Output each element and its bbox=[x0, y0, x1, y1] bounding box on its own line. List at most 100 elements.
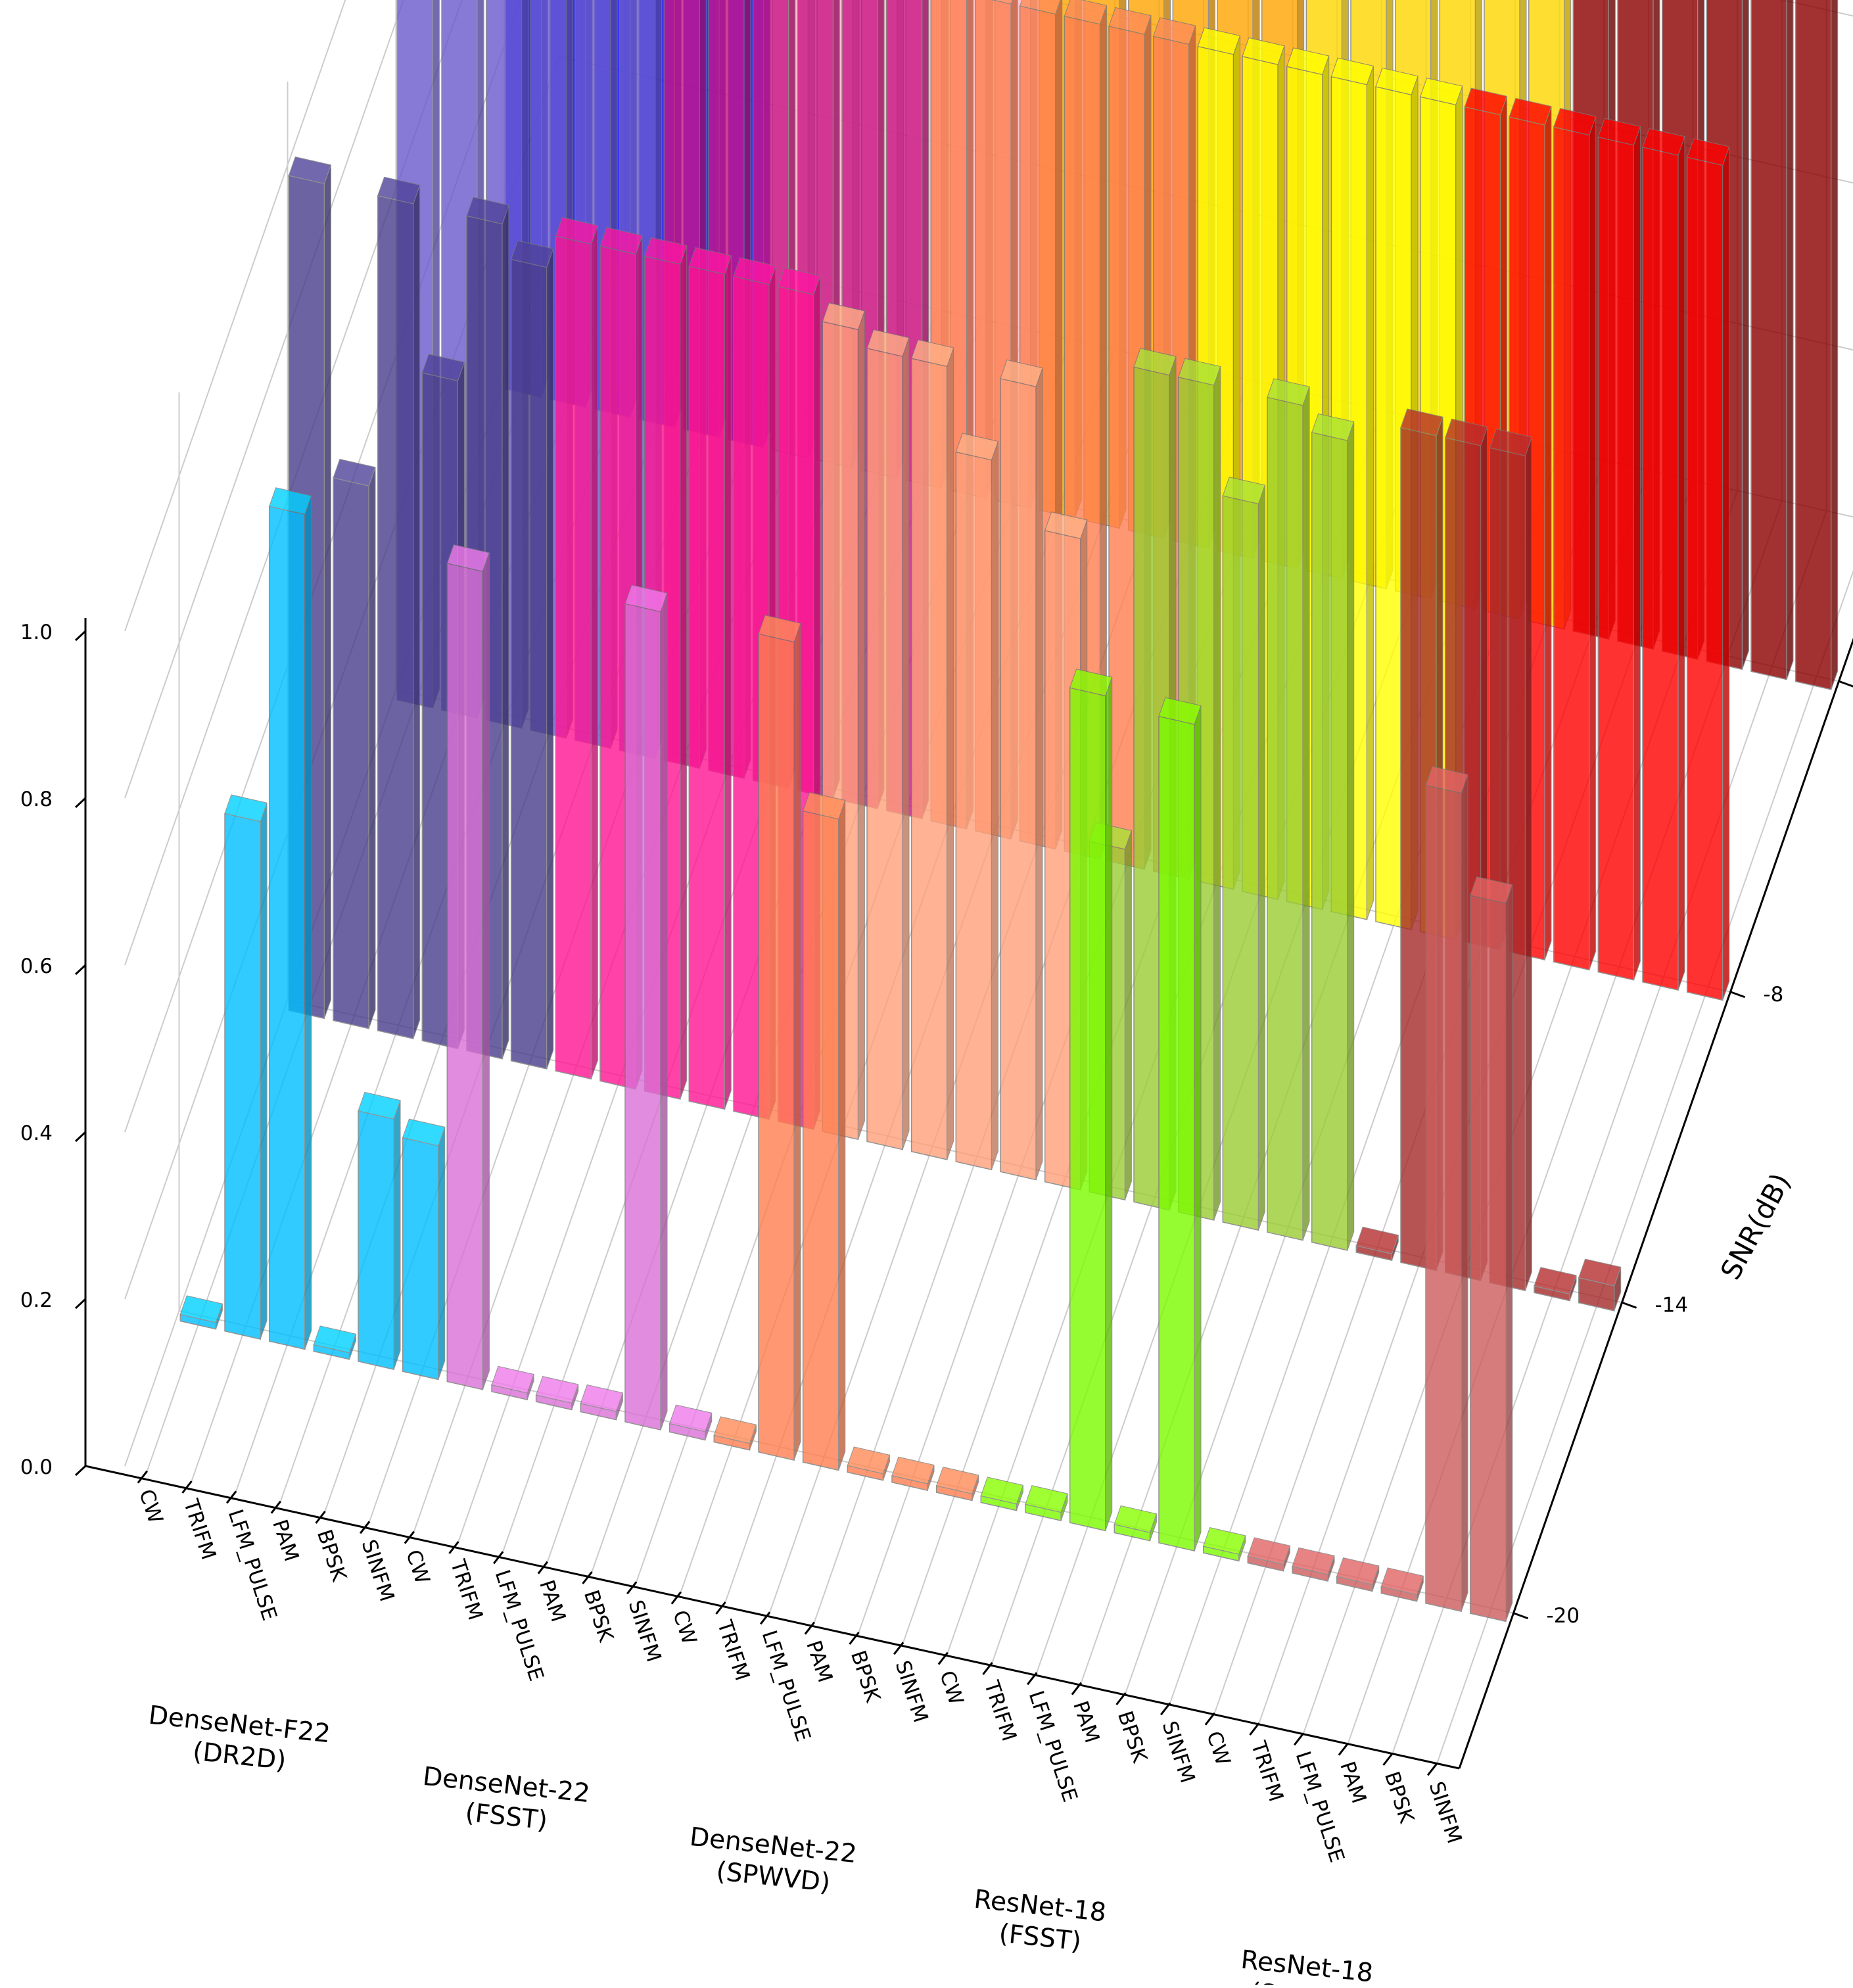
bar-side bbox=[1125, 831, 1132, 1200]
bar-face bbox=[759, 634, 794, 1460]
x-tick-label: PAM bbox=[534, 1577, 570, 1625]
z-tick bbox=[76, 631, 85, 640]
x-tick bbox=[1294, 1733, 1303, 1745]
bar-side bbox=[1526, 437, 1532, 1290]
bar--20-2-LFM_PULSE bbox=[803, 792, 845, 1470]
bar-face bbox=[1070, 688, 1106, 1530]
x-tick bbox=[1339, 1743, 1348, 1755]
bar-face bbox=[1312, 433, 1348, 1250]
z-tick bbox=[76, 1466, 85, 1475]
bar--20-1-BPSK bbox=[625, 585, 667, 1430]
bar-side bbox=[1461, 774, 1468, 1611]
x-tick-label: BPSK bbox=[579, 1587, 618, 1645]
x-tick-label: BPSK bbox=[1113, 1708, 1152, 1766]
bar-side bbox=[680, 246, 687, 1099]
x-tick-label: BPSK bbox=[846, 1647, 885, 1705]
bar-face bbox=[378, 196, 413, 1039]
x-tick-label: SINFM bbox=[357, 1537, 399, 1605]
x-tick-label: CW bbox=[935, 1668, 968, 1708]
x-tick-label: CW bbox=[134, 1486, 167, 1526]
bar-side bbox=[725, 256, 732, 1109]
y-tick bbox=[1514, 1613, 1528, 1619]
x-tick-label: SINFM bbox=[891, 1658, 933, 1726]
x-tick-label: PAM bbox=[1068, 1698, 1104, 1746]
z-tick-label: 0.8 bbox=[20, 788, 53, 811]
bar-side bbox=[1634, 126, 1641, 980]
bar-side bbox=[1545, 106, 1551, 960]
bar--20-4-SINFM bbox=[1470, 877, 1513, 1622]
z-tick bbox=[76, 798, 85, 807]
bar-face bbox=[867, 348, 903, 1150]
z-tick bbox=[76, 1132, 85, 1141]
z-tick bbox=[76, 1299, 85, 1308]
bar-face bbox=[447, 563, 482, 1390]
y-tick bbox=[1731, 992, 1745, 997]
bar--14-1-CW bbox=[555, 218, 598, 1079]
bar--8-4-BPSK bbox=[1643, 128, 1685, 990]
bar-side bbox=[839, 800, 845, 1470]
x-tick bbox=[1250, 1723, 1259, 1735]
bar-side bbox=[1678, 137, 1685, 990]
bar-face bbox=[333, 478, 369, 1029]
bar--20-0-TRIFM bbox=[225, 795, 267, 1339]
bar-face bbox=[358, 1111, 394, 1369]
x-tick-label: TRIFM bbox=[1246, 1738, 1288, 1805]
x-tick bbox=[1384, 1753, 1393, 1765]
bar-side bbox=[369, 467, 375, 1029]
bar--14-3-BPSK bbox=[1267, 379, 1309, 1241]
bar--20-3-LFM_PULSE bbox=[1070, 669, 1112, 1531]
bar-side bbox=[1589, 116, 1596, 970]
bar-side bbox=[1259, 485, 1265, 1230]
bar-side bbox=[1348, 422, 1354, 1250]
x-tick bbox=[672, 1592, 681, 1604]
bar-side bbox=[502, 205, 509, 1058]
bar--14-3-PAM bbox=[1223, 477, 1265, 1231]
bar--20-0-SINFM bbox=[403, 1119, 445, 1379]
bar-side bbox=[1194, 705, 1201, 1551]
bar-side bbox=[1036, 368, 1043, 1180]
y-tick-label: -14 bbox=[1655, 1293, 1689, 1317]
bar--14-0-SINFM bbox=[511, 241, 553, 1069]
z-tick-label: 0.4 bbox=[20, 1122, 53, 1145]
x-tick-label: PAM bbox=[1335, 1759, 1371, 1807]
bar-side bbox=[547, 248, 553, 1069]
bar-face bbox=[1598, 137, 1633, 980]
bar--8-4-LFM_PULSE bbox=[1554, 108, 1596, 970]
group-label: (FSST) bbox=[998, 1919, 1083, 1957]
bar--14-2-LFM_PULSE bbox=[912, 340, 954, 1160]
bar--14-0-LFM_PULSE bbox=[378, 177, 420, 1039]
x-tick-label: SINFM bbox=[624, 1598, 666, 1665]
bar-face bbox=[511, 259, 547, 1069]
x-tick-label: SINFM bbox=[1424, 1779, 1466, 1847]
z-tick bbox=[76, 965, 85, 974]
bar-side bbox=[438, 1127, 445, 1379]
bar--14-3-SINFM bbox=[1312, 414, 1354, 1250]
bar--20-0-BPSK bbox=[358, 1092, 400, 1369]
bar-face bbox=[225, 813, 260, 1339]
z-tick-label: 0.6 bbox=[20, 955, 53, 978]
bar-side bbox=[1506, 885, 1513, 1622]
x-tick-label: PAM bbox=[268, 1517, 303, 1565]
bar-face bbox=[1554, 127, 1589, 970]
bar-face bbox=[1223, 496, 1258, 1230]
x-tick-label: BPSK bbox=[1380, 1768, 1419, 1826]
bar-face bbox=[1000, 379, 1036, 1180]
bar-face bbox=[625, 604, 661, 1430]
x-tick-label: CW bbox=[401, 1547, 434, 1587]
bar--20-1-CW bbox=[447, 545, 489, 1390]
bar-side bbox=[1787, 0, 1793, 680]
bar-side bbox=[661, 593, 667, 1430]
y-tick-label: -8 bbox=[1764, 983, 1784, 1006]
bar-side bbox=[1303, 387, 1309, 1240]
bar--20-4-BPSK bbox=[1426, 767, 1468, 1611]
bar-face bbox=[270, 506, 305, 1349]
x-tick bbox=[716, 1602, 726, 1614]
z-tick-label: 1.0 bbox=[20, 621, 53, 644]
bar-face bbox=[1751, 0, 1787, 680]
bar-face bbox=[1643, 147, 1678, 990]
bar-side bbox=[903, 338, 909, 1150]
group-label: (FSST) bbox=[464, 1798, 550, 1836]
bar--14-0-TRIFM bbox=[333, 459, 375, 1028]
